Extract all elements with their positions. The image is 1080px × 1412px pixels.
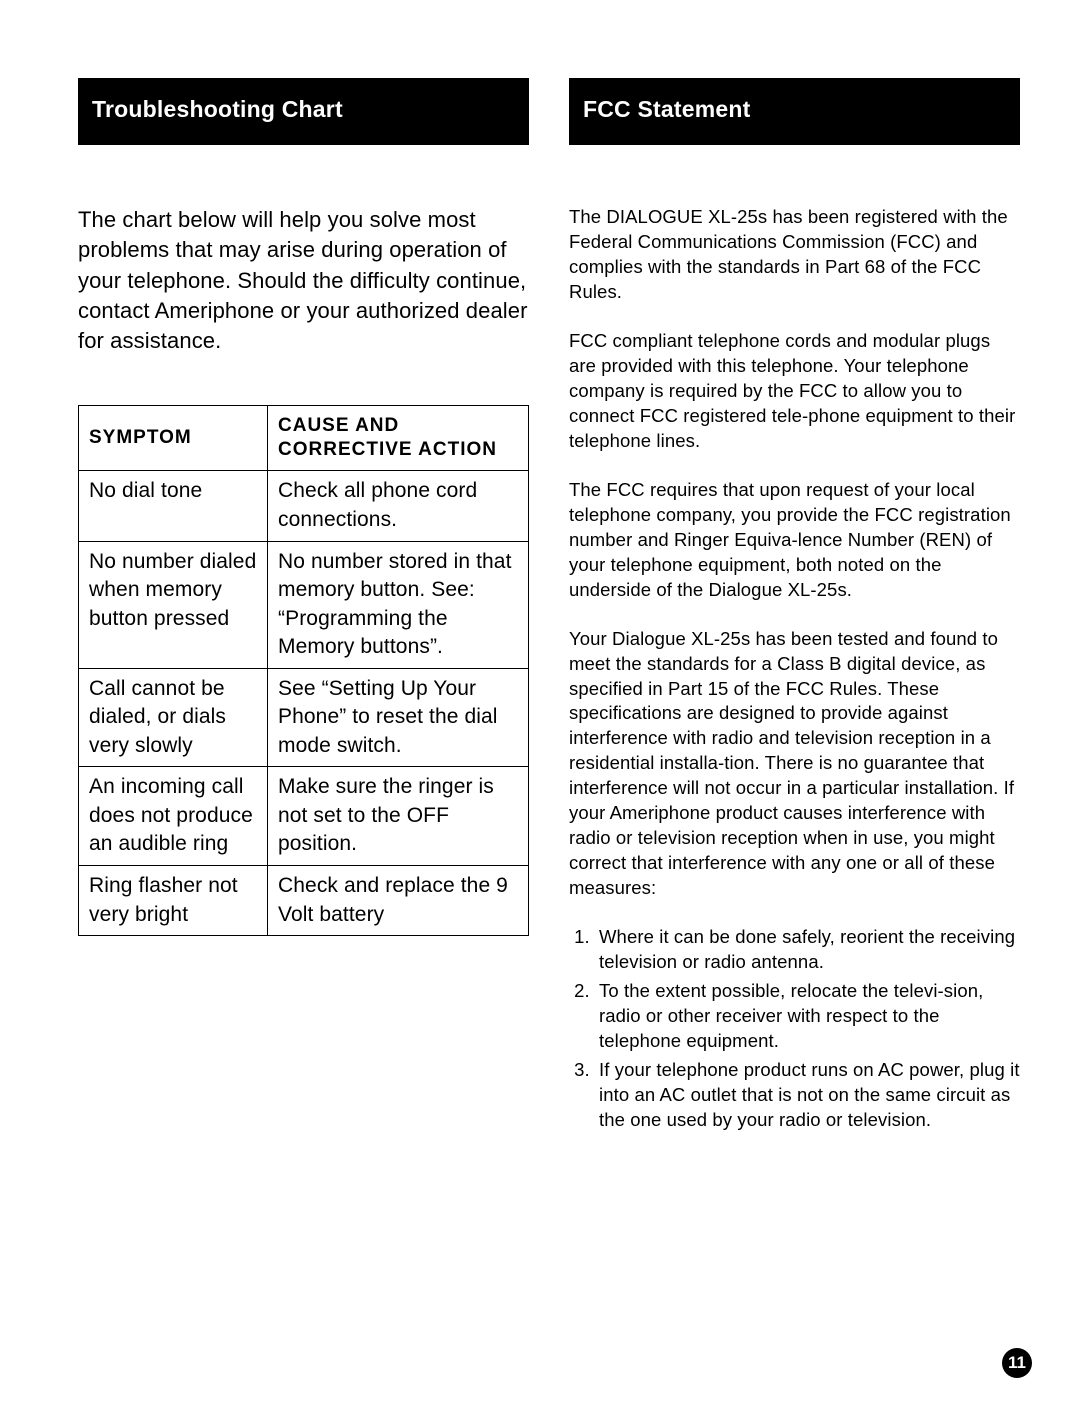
list-item: To the extent possible, relocate the tel… (595, 979, 1020, 1054)
fcc-measures-list: Where it can be done safely, reorient th… (569, 925, 1020, 1133)
fcc-paragraph: Your Dialogue XL-25s has been tested and… (569, 627, 1020, 902)
fcc-paragraph: The FCC requires that upon request of yo… (569, 478, 1020, 603)
action-cell: Check and replace the 9 Volt battery (268, 865, 529, 935)
col-header-action: CAUSE AND CORRECTIVE ACTION (268, 405, 529, 471)
right-column: FCC Statement The DIALOGUE XL-25s has be… (569, 78, 1020, 1137)
table-row: Ring flasher not very bright Check and r… (79, 865, 529, 935)
list-item: Where it can be done safely, reorient th… (595, 925, 1020, 975)
fcc-paragraph: FCC compliant telephone cords and modula… (569, 329, 1020, 454)
symptom-cell: Call cannot be dialed, or dials very slo… (79, 668, 268, 767)
symptom-cell: Ring flasher not very bright (79, 865, 268, 935)
table-row: No number dialed when memory button pres… (79, 541, 529, 668)
action-cell: Check all phone cord connections. (268, 471, 529, 541)
page-number-badge: 11 (1002, 1348, 1032, 1378)
table-row: Call cannot be dialed, or dials very slo… (79, 668, 529, 767)
manual-page: Troubleshooting Chart The chart below wi… (0, 0, 1080, 1412)
list-item: If your telephone product runs on AC pow… (595, 1058, 1020, 1133)
table-header-row: SYMPTOM CAUSE AND CORRECTIVE ACTION (79, 405, 529, 471)
action-cell: No number stored in that memory button. … (268, 541, 529, 668)
two-column-layout: Troubleshooting Chart The chart below wi… (78, 78, 1020, 1137)
action-cell: See “Setting Up Your Phone” to reset the… (268, 668, 529, 767)
symptom-cell: No number dialed when memory button pres… (79, 541, 268, 668)
troubleshooting-intro: The chart below will help you solve most… (78, 205, 529, 357)
col-header-symptom: SYMPTOM (79, 405, 268, 471)
action-cell: Make sure the ringer is not set to the O… (268, 767, 529, 866)
symptom-cell: No dial tone (79, 471, 268, 541)
symptom-cell: An incoming call does not produce an aud… (79, 767, 268, 866)
troubleshooting-table: SYMPTOM CAUSE AND CORRECTIVE ACTION No d… (78, 405, 529, 936)
left-column: Troubleshooting Chart The chart below wi… (78, 78, 529, 1137)
fcc-paragraph: The DIALOGUE XL-25s has been registered … (569, 205, 1020, 305)
troubleshooting-header: Troubleshooting Chart (78, 78, 529, 145)
table-row: An incoming call does not produce an aud… (79, 767, 529, 866)
table-row: No dial tone Check all phone cord connec… (79, 471, 529, 541)
fcc-header: FCC Statement (569, 78, 1020, 145)
